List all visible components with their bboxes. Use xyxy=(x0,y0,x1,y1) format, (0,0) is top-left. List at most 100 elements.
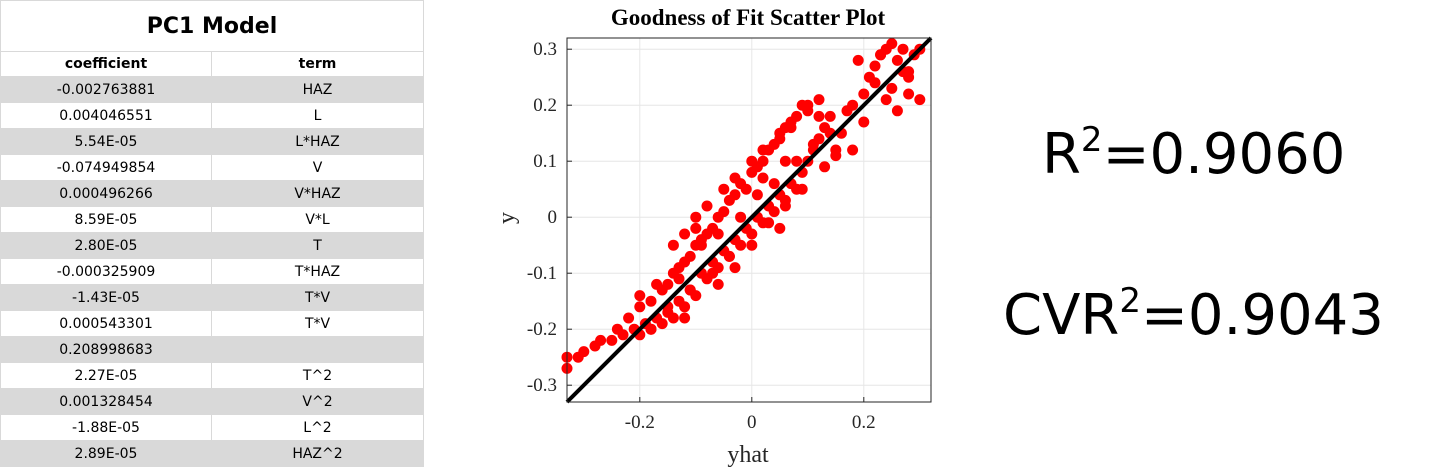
table-title: PC1 Model xyxy=(0,0,425,52)
data-point xyxy=(645,323,657,335)
data-point xyxy=(578,346,590,358)
table-row: -0.002763881 HAZ xyxy=(0,76,425,103)
coefficient-cell: 0.208998683 xyxy=(0,336,212,363)
data-point xyxy=(673,262,685,274)
coefficient-cell: 0.001328454 xyxy=(0,388,212,415)
y-tick-label: -0.1 xyxy=(527,263,557,284)
data-point xyxy=(768,178,780,190)
y-tick-label: -0.3 xyxy=(527,375,557,396)
data-point xyxy=(634,290,646,302)
data-point xyxy=(886,38,898,50)
data-point xyxy=(679,312,691,324)
term-cell: V*L xyxy=(210,206,425,233)
x-axis-ticks: -0.2 0 0.2 xyxy=(625,397,876,433)
data-point xyxy=(847,144,859,156)
coefficient-cell: 8.59E-05 xyxy=(0,206,212,233)
data-point xyxy=(785,122,797,134)
data-point xyxy=(819,161,831,173)
y-tick-label: -0.2 xyxy=(527,319,557,340)
table-row: 0.000543301 T*V xyxy=(0,310,425,337)
data-point xyxy=(880,94,892,106)
data-point xyxy=(729,262,741,274)
data-point xyxy=(712,278,724,290)
data-point xyxy=(757,144,769,156)
term-cell: V xyxy=(210,154,425,181)
data-point xyxy=(869,60,881,72)
table-row: 8.59E-05 V*L xyxy=(0,206,425,233)
coefficient-cell: 0.004046551 xyxy=(0,102,212,129)
coefficient-cell: 2.27E-05 xyxy=(0,362,212,389)
plot-frame xyxy=(566,37,932,403)
term-cell: L xyxy=(210,102,425,129)
data-point xyxy=(690,222,702,234)
data-point xyxy=(763,217,775,229)
coefficient-cell: 0.000543301 xyxy=(0,310,212,337)
data-point xyxy=(623,312,635,324)
data-point xyxy=(813,110,825,122)
table-body: PC1 Model coefficient term -0.002763881 H… xyxy=(0,0,425,467)
data-point xyxy=(796,183,808,195)
data-points xyxy=(561,38,926,374)
y-axis-label: y xyxy=(494,212,520,224)
data-point xyxy=(768,206,780,218)
data-point xyxy=(695,239,707,251)
data-point xyxy=(774,133,786,145)
data-point xyxy=(617,329,629,341)
term-cell: L^2 xyxy=(210,414,425,441)
data-point xyxy=(679,228,691,240)
term-cell: T xyxy=(210,232,425,259)
data-point xyxy=(718,183,730,195)
data-point xyxy=(891,105,903,117)
header-term: term xyxy=(210,51,425,77)
data-point xyxy=(914,94,926,106)
table-row: 0.000496266 V*HAZ xyxy=(0,180,425,207)
term-cell: V^2 xyxy=(210,388,425,415)
y-tick-label: 0 xyxy=(548,207,558,228)
data-point xyxy=(791,155,803,167)
data-point xyxy=(718,206,730,218)
x-axis-label: yhat xyxy=(727,442,769,468)
data-point xyxy=(858,88,870,100)
data-point xyxy=(774,222,786,234)
term-cell: T^2 xyxy=(210,362,425,389)
data-point xyxy=(903,88,915,100)
data-point xyxy=(807,138,819,150)
data-point xyxy=(791,110,803,122)
term-cell: L*HAZ xyxy=(210,128,425,155)
data-point xyxy=(757,172,769,184)
data-point xyxy=(684,250,696,262)
data-point xyxy=(757,155,769,167)
r2-superscript: 2 xyxy=(1080,120,1103,160)
data-point xyxy=(645,295,657,307)
coefficient-cell: -1.43E-05 xyxy=(0,284,212,311)
table-row: 0.001328454 V^2 xyxy=(0,388,425,415)
data-point xyxy=(729,189,741,201)
data-point xyxy=(740,183,752,195)
table-row: 2.80E-05 T xyxy=(0,232,425,259)
data-point xyxy=(701,200,713,212)
cvr2-prefix: CVR xyxy=(1003,283,1120,348)
term-cell: T*HAZ xyxy=(210,258,425,285)
term-cell xyxy=(210,336,425,363)
x-tick-label: 0.2 xyxy=(852,412,876,433)
data-point xyxy=(707,267,719,279)
data-point xyxy=(903,71,915,83)
data-point xyxy=(858,116,870,128)
x-tick-label: 0 xyxy=(747,412,757,433)
data-point xyxy=(595,334,607,346)
data-point xyxy=(651,278,663,290)
table-row: 0.004046551 L xyxy=(0,102,425,129)
data-point xyxy=(869,77,881,89)
term-cell: T*V xyxy=(210,310,425,337)
coefficient-cell: -0.074949854 xyxy=(0,154,212,181)
table-row: -0.000325909 T*HAZ xyxy=(0,258,425,285)
r2-prefix: R xyxy=(1042,122,1081,187)
data-point xyxy=(802,99,814,111)
data-point xyxy=(662,278,674,290)
chart-title: Goodness of Fit Scatter Plot xyxy=(611,5,886,30)
coefficient-cell: -0.000325909 xyxy=(0,258,212,285)
data-point xyxy=(684,284,696,296)
table-row: 2.27E-05 T^2 xyxy=(0,362,425,389)
table-title-row: PC1 Model xyxy=(0,0,425,52)
fit-line xyxy=(565,36,933,404)
